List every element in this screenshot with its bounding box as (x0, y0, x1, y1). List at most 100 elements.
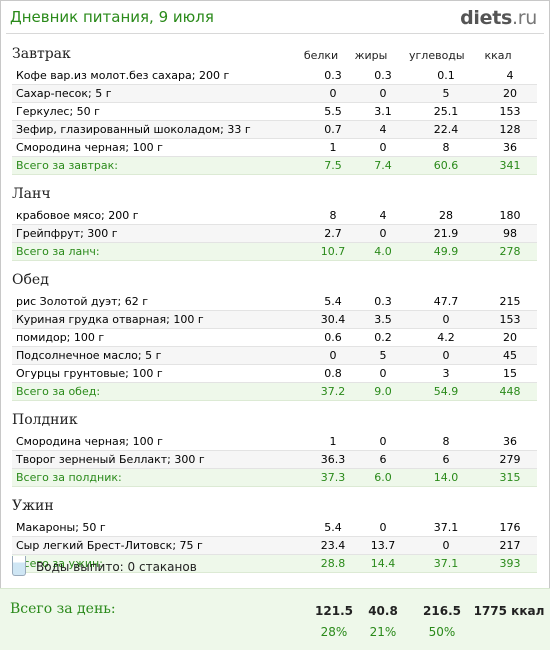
food-protein: 0 (329, 349, 337, 362)
page-title: Дневник питания, 9 июля (10, 8, 214, 26)
day-percent-carbs: 50% (428, 625, 456, 639)
food-carbs: 21.9 (433, 227, 459, 240)
food-row[interactable]: Сыр легкий Брест-Литовск; 75 г 23.4 13.7 0 2… (12, 537, 537, 555)
food-fat: 4 (379, 209, 387, 222)
food-kcal: 180 (499, 209, 521, 222)
day-summary: Всего за день: 121.5 40.8 216.5 1775 кка… (0, 588, 550, 650)
food-row[interactable]: Смородина черная; 100 г 1 0 8 36 (12, 139, 537, 157)
food-row[interactable]: Огурцы грунтовые; 100 г 0.8 0 3 15 (12, 365, 537, 383)
food-kcal: 153 (499, 313, 521, 326)
food-row[interactable]: Сахар-песок; 5 г 0 0 5 20 (12, 85, 537, 103)
food-protein: 5.5 (324, 105, 342, 118)
column-header-protein: белки (303, 49, 339, 62)
meal-title: Полдник (12, 412, 78, 428)
food-row[interactable]: Куриная грудка отварная; 100 г 30.4 3.5 0 15… (12, 311, 537, 329)
food-fat: 3.5 (374, 313, 392, 326)
food-name: Геркулес; 50 г (16, 105, 100, 118)
food-protein: 0 (329, 87, 337, 100)
food-kcal: 176 (499, 521, 521, 534)
food-kcal: 128 (499, 123, 521, 136)
food-name: Зефир, глазированный шоколадом; 33 г (16, 123, 251, 136)
food-protein: 5.4 (324, 295, 342, 308)
food-kcal: 279 (499, 453, 521, 466)
food-protein: 0.3 (324, 69, 342, 82)
total-protein: 37.3 (320, 471, 346, 484)
food-carbs: 28 (439, 209, 453, 222)
meal-total-label: Всего за завтрак: (16, 159, 119, 172)
food-kcal: 4 (506, 69, 514, 82)
food-carbs: 3 (442, 367, 450, 380)
total-fat: 4.0 (374, 245, 392, 258)
total-kcal: 278 (499, 245, 521, 258)
food-name: Сыр легкий Брест-Литовск; 75 г (16, 539, 203, 552)
meal-total-label: Всего за ужин: (16, 557, 103, 570)
day-percent-protein: 28% (320, 625, 348, 639)
food-name: рис Золотой дуэт; 62 г (16, 295, 149, 308)
food-fat: 3.1 (374, 105, 392, 118)
food-carbs: 0.1 (437, 69, 455, 82)
meal-total-row: Всего за ужин: 28.8 14.4 37.1 393 (12, 555, 537, 573)
column-header-carbs: углеводы (409, 49, 465, 62)
food-row[interactable]: Подсолнечное масло; 5 г 0 5 0 45 (12, 347, 537, 365)
food-name: Подсолнечное масло; 5 г (16, 349, 162, 362)
total-carbs: 54.9 (433, 385, 459, 398)
food-fat: 0.3 (374, 69, 392, 82)
food-protein: 0.7 (324, 123, 342, 136)
food-row[interactable]: Макароны; 50 г 5.4 0 37.1 176 (12, 519, 537, 537)
food-row[interactable]: Смородина черная; 100 г 1 0 8 36 (12, 433, 537, 451)
food-row[interactable]: крабовое мясо; 200 г 8 4 28 180 (12, 207, 537, 225)
site-logo[interactable]: diets.ru (460, 7, 537, 29)
food-row[interactable]: Грейпфрут; 300 г 2.7 0 21.9 98 (12, 225, 537, 243)
total-carbs: 14.0 (433, 471, 459, 484)
total-carbs: 37.1 (433, 557, 459, 570)
day-percent-fat: 21% (369, 625, 397, 639)
food-carbs: 0 (442, 539, 450, 552)
water-text: Воды выпито: 0 стаканов (36, 560, 197, 574)
food-row[interactable]: Геркулес; 50 г 5.5 3.1 25.1 153 (12, 103, 537, 121)
meal-total-row: Всего за завтрак: 7.5 7.4 60.6 341 (12, 157, 537, 175)
total-protein: 7.5 (324, 159, 342, 172)
total-kcal: 315 (499, 471, 521, 484)
food-fat: 0 (379, 521, 387, 534)
food-protein: 5.4 (324, 521, 342, 534)
food-kcal: 215 (499, 295, 521, 308)
food-fat: 0 (379, 367, 387, 380)
total-carbs: 49.9 (433, 245, 459, 258)
total-fat: 9.0 (374, 385, 392, 398)
food-name: Кофе вар.из молот.без сахара; 200 г (16, 69, 230, 82)
total-protein: 37.2 (320, 385, 346, 398)
food-name: крабовое мясо; 200 г (16, 209, 139, 222)
header: Дневник питания, 9 июля diets.ru (10, 7, 540, 29)
food-name: Смородина черная; 100 г (16, 435, 163, 448)
food-kcal: 153 (499, 105, 521, 118)
food-protein: 8 (329, 209, 337, 222)
food-fat: 0 (379, 435, 387, 448)
food-name: Макароны; 50 г (16, 521, 106, 534)
food-kcal: 45 (503, 349, 517, 362)
total-fat: 7.4 (374, 159, 392, 172)
food-kcal: 98 (503, 227, 517, 240)
food-row[interactable]: Кофе вар.из молот.без сахара; 200 г 0.3 0.… (12, 67, 537, 85)
food-name: Куриная грудка отварная; 100 г (16, 313, 204, 326)
food-protein: 1 (329, 435, 337, 448)
food-carbs: 47.7 (433, 295, 459, 308)
meal-total-label: Всего за обед: (16, 385, 101, 398)
water-section: Воды выпито: 0 стаканов (12, 556, 312, 580)
food-fat: 5 (379, 349, 387, 362)
food-fat: 0 (379, 87, 387, 100)
food-row[interactable]: Творог зерненый Беллакт; 300 г 36.3 6 6 279 (12, 451, 537, 469)
food-kcal: 217 (499, 539, 521, 552)
food-kcal: 36 (503, 435, 517, 448)
meal-total-label: Всего за ланч: (16, 245, 100, 258)
food-row[interactable]: Зефир, глазированный шоколадом; 33 г 0.7 4… (12, 121, 537, 139)
food-protein: 23.4 (320, 539, 346, 552)
food-row[interactable]: помидор; 100 г 0.6 0.2 4.2 20 (12, 329, 537, 347)
total-kcal: 393 (499, 557, 521, 570)
food-name: Грейпфрут; 300 г (16, 227, 118, 240)
food-row[interactable]: рис Золотой дуэт; 62 г 5.4 0.3 47.7 215 (12, 293, 537, 311)
food-carbs: 37.1 (433, 521, 459, 534)
meal-total-label: Всего за полдник: (16, 471, 122, 484)
food-carbs: 22.4 (433, 123, 459, 136)
food-fat: 0.3 (374, 295, 392, 308)
glass-icon (12, 556, 26, 576)
